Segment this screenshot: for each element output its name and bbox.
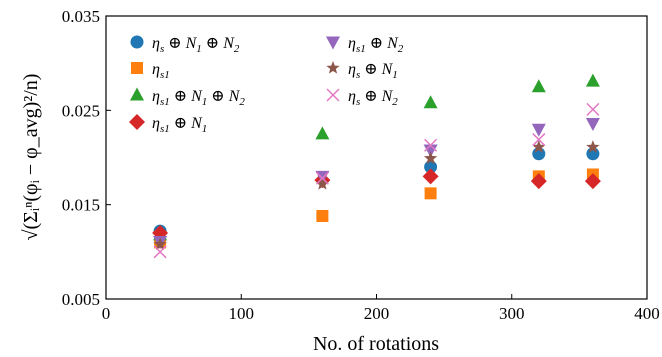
y-axis-label: √(Σᵢⁿ(φᵢ − φ_avg)²/n): [20, 74, 42, 241]
y-tick-label: 0.025: [62, 101, 100, 120]
data-point: [585, 118, 600, 132]
series-7: [153, 102, 600, 259]
legend-item: ηs ⊕ N1: [326, 61, 398, 81]
series-6: [153, 140, 600, 250]
y-tick-label: 0.015: [62, 196, 100, 215]
data-point: [532, 133, 546, 147]
legend-item: ηs1 ⊕ N1: [129, 114, 207, 135]
series-1: [153, 147, 600, 238]
data-point: [423, 151, 438, 165]
legend-marker: [130, 35, 144, 49]
data-point: [423, 95, 438, 109]
legend-item: ηs ⊕ N2: [326, 88, 398, 108]
data-point: [315, 126, 330, 140]
legend-label: ηs1 ⊕ N1 ⊕ N2: [152, 88, 245, 108]
legend-label: ηs ⊕ N1: [348, 61, 398, 81]
legend-marker: [131, 62, 143, 74]
data-point: [422, 168, 439, 185]
series-4: [152, 168, 601, 241]
legend-marker: [130, 87, 144, 101]
svg-text:√(Σᵢⁿ(φᵢ − φ_avg)²/n): √(Σᵢⁿ(φᵢ − φ_avg)²/n): [20, 74, 42, 241]
legend-label: ηs ⊕ N2: [348, 88, 398, 108]
plot-frame: [105, 15, 648, 300]
y-axis-ticks: 0.005 0.015 0.025 0.035: [62, 7, 111, 309]
data-point: [315, 171, 329, 185]
x-axis-ticks: 0 100 200 300 400: [102, 294, 660, 323]
legend-marker: [326, 61, 340, 74]
legend-label: ηs1: [152, 61, 170, 81]
x-tick-label: 400: [634, 304, 660, 323]
data-point: [315, 176, 330, 190]
x-tick-label: 200: [364, 304, 390, 323]
data-point: [424, 160, 438, 174]
data-point: [531, 79, 546, 93]
data-point: [153, 245, 167, 259]
legend-marker: [326, 88, 340, 102]
y-tick-label: 0.005: [62, 290, 100, 309]
legend-label: ηs ⊕ N1 ⊕ N2: [152, 35, 240, 55]
legend-item: ηs1: [131, 61, 170, 81]
legend-marker: [129, 114, 145, 130]
data-point: [424, 138, 438, 152]
legend-item: ηs ⊕ N1 ⊕ N2: [130, 35, 240, 55]
legend-item: ηs1 ⊕ N1 ⊕ N2: [130, 87, 245, 108]
data-point: [316, 209, 329, 222]
legend-label: ηs1 ⊕ N1: [152, 115, 207, 135]
y-tick-label: 0.035: [62, 7, 100, 26]
data-point: [586, 102, 600, 116]
x-tick-label: 100: [229, 304, 255, 323]
legend-marker: [326, 36, 340, 50]
data-point: [532, 140, 546, 153]
legend-label: ηs1 ⊕ N2: [348, 35, 404, 55]
legend-item: ηs1 ⊕ N2: [326, 35, 404, 55]
x-axis-label: No. of rotations: [313, 333, 439, 355]
x-tick-label: 300: [499, 304, 525, 323]
x-tick-label: 0: [102, 304, 111, 323]
data-point: [424, 187, 437, 200]
data-point: [153, 237, 167, 250]
data-point: [586, 140, 600, 153]
data-point: [585, 73, 600, 87]
data-point: [584, 173, 601, 190]
data-point: [530, 173, 547, 190]
series-5: [153, 118, 600, 249]
data-point: [531, 123, 546, 137]
legend: ηs ⊕ N1 ⊕ N2 ηs1 ηs1 ⊕ N1 ⊕ N2 ηs1 ⊕ N1 ηs1 …: [129, 35, 404, 135]
data-points: [152, 73, 601, 259]
